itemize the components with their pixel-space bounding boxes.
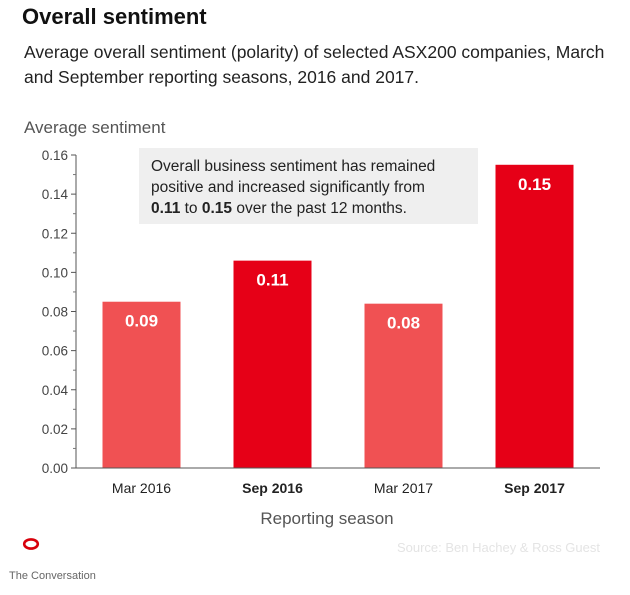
y-tick-label: 0.04 xyxy=(42,383,69,398)
the-conversation-logo-icon xyxy=(22,538,40,550)
bar-mar-2017 xyxy=(364,303,443,468)
y-tick-label: 0.14 xyxy=(42,187,69,202)
bar-mar-2016 xyxy=(102,301,181,468)
bar-sep-2017 xyxy=(495,164,574,468)
annotation-from-value: 0.11 xyxy=(151,200,181,217)
annotation-line-2: positive and increased significantly fro… xyxy=(151,179,425,196)
y-tick-label: 0.06 xyxy=(42,344,68,359)
annotation-line-1: Overall business sentiment has remained xyxy=(151,158,435,175)
plot-area: 0.00 0.02 0.04 0.06 0.08 0.10 0.12 0.14 0.16 0.09… xyxy=(42,148,600,496)
annotation-line-3: 0.11 to 0.15 over the past 12 months. xyxy=(151,200,407,217)
bar-sep-2016 xyxy=(233,260,312,468)
bar-value-label: 0.11 xyxy=(256,271,288,290)
bar-value-label: 0.15 xyxy=(518,175,551,194)
x-tick-label: Mar 2016 xyxy=(112,480,171,496)
y-tick-label: 0.12 xyxy=(42,226,68,241)
x-axis-title: Reporting season xyxy=(260,509,393,528)
y-tick-label: 0.02 xyxy=(42,422,68,437)
brand-name: The Conversation xyxy=(9,570,96,582)
y-tick-label: 0.16 xyxy=(42,148,68,163)
annotation-box: Overall business sentiment has remained … xyxy=(139,148,478,224)
x-tick-label: Sep 2016 xyxy=(242,480,303,496)
x-tick-label: Mar 2017 xyxy=(374,480,433,496)
annotation-to-text: to xyxy=(180,200,202,217)
y-tick-label: 0.08 xyxy=(42,305,68,320)
source-credit: Source: Ben Hachey & Ross Guest xyxy=(396,540,600,555)
bar-value-label: 0.09 xyxy=(125,312,158,331)
x-tick-label: Sep 2017 xyxy=(504,480,565,496)
annotation-tail: over the past 12 months. xyxy=(232,200,407,217)
chart-subtitle: Average overall sentiment (polarity) of … xyxy=(24,42,605,87)
chart-title: Overall sentiment xyxy=(22,4,207,29)
annotation-background xyxy=(139,148,478,224)
bar-value-label: 0.08 xyxy=(387,314,420,333)
y-axis-title: Average sentiment xyxy=(24,118,166,137)
annotation-to-value: 0.15 xyxy=(202,200,233,217)
y-tick-label: 0.00 xyxy=(42,461,68,476)
y-tick-label: 0.10 xyxy=(42,265,68,280)
